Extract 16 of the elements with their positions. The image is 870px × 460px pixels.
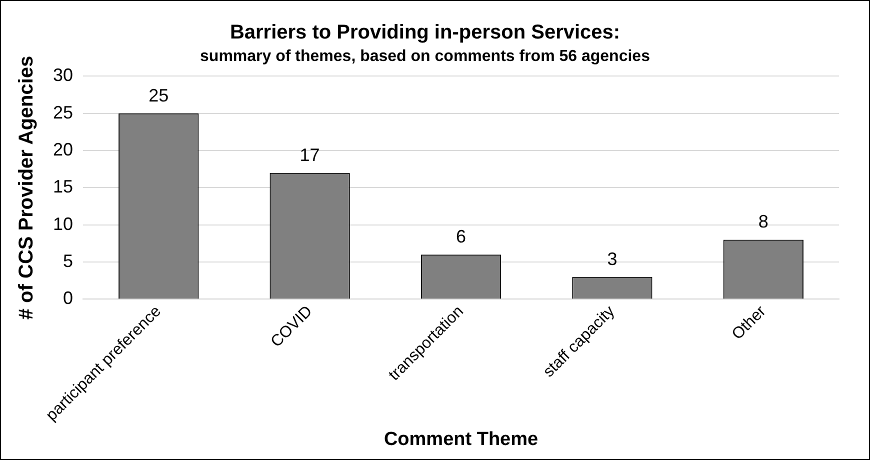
y-axis-title: # of CCS Provider Agencies <box>16 56 38 320</box>
y-tick-label: 20 <box>52 140 74 160</box>
y-tick-label: 30 <box>52 65 74 86</box>
y-tick-label: 10 <box>52 214 74 234</box>
data-label: 6 <box>456 226 466 247</box>
data-label: 25 <box>148 85 169 106</box>
chart-subtitle: summary of themes, based on comments from 56 agencies <box>200 48 650 66</box>
y-tick-label: 15 <box>52 176 74 197</box>
y-tick-label: 5 <box>63 250 74 271</box>
y-tick-label: 0 <box>63 288 74 308</box>
y-tick-label: 25 <box>52 102 74 122</box>
x-axis-title: Comment Theme <box>384 428 538 450</box>
data-label: 8 <box>758 212 768 232</box>
chart-title: Barriers to Providing in-person Services: <box>230 22 620 44</box>
data-label: 3 <box>607 248 618 269</box>
data-label: 17 <box>300 144 320 165</box>
